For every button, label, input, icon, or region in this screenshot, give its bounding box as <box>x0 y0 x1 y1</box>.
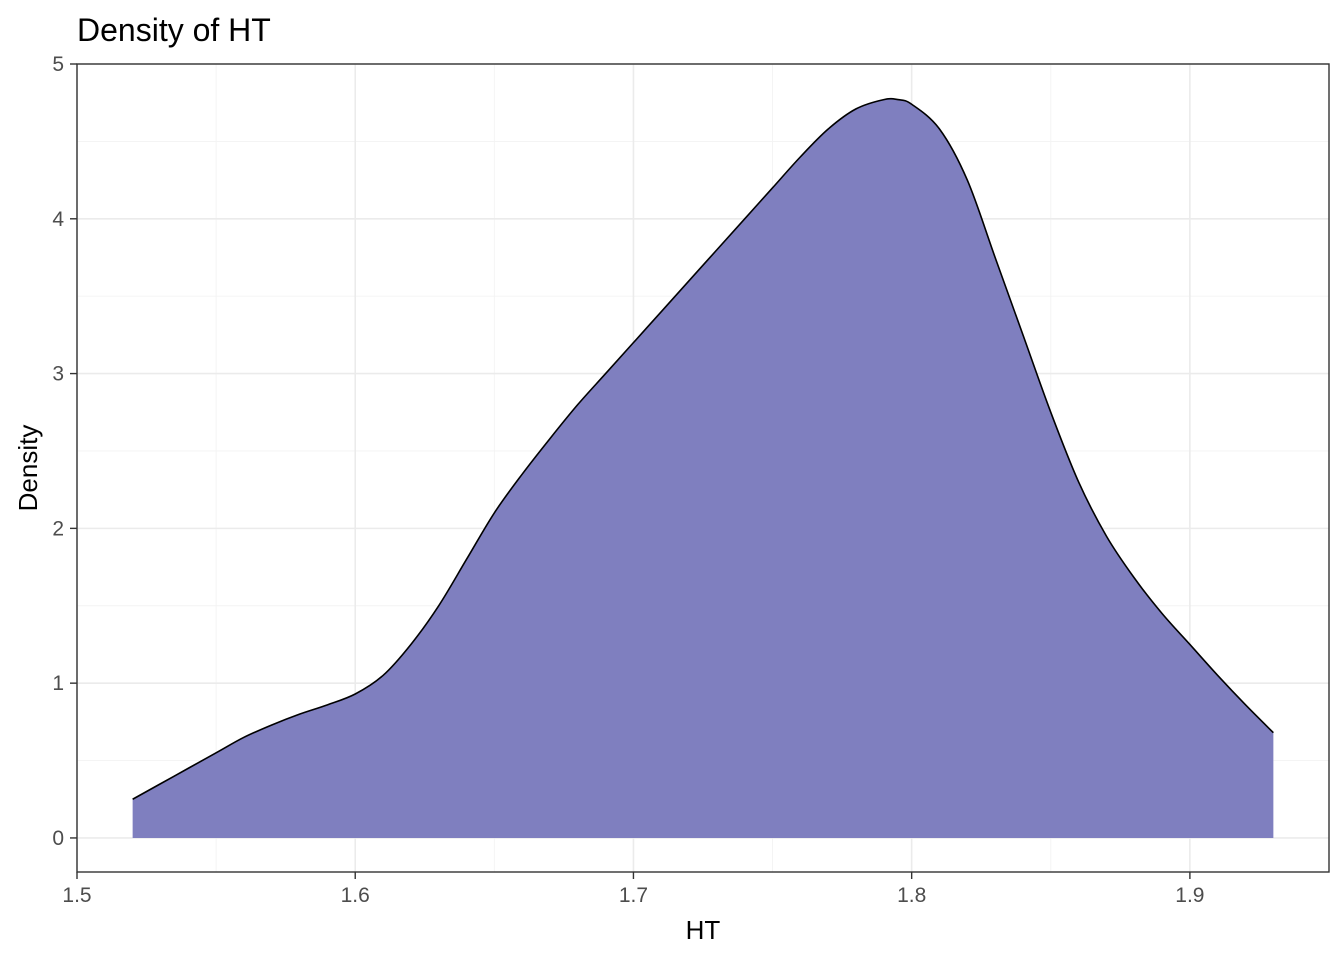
y-axis: 0 1 2 3 4 5 <box>52 53 77 850</box>
y-tick-label: 4 <box>52 208 64 231</box>
x-tick-label: 1.6 <box>341 884 370 907</box>
density-area <box>132 98 1274 838</box>
density-area-layer <box>132 97 1274 838</box>
x-axis: 1.5 1.6 1.7 1.8 1.9 <box>62 872 1204 907</box>
y-tick-label: 2 <box>52 517 64 540</box>
x-tick-label: 1.9 <box>1175 884 1204 907</box>
chart-title: Density of HT <box>77 12 271 48</box>
plot-panel-border <box>76 63 1330 873</box>
density-line <box>132 97 1274 800</box>
y-axis-title: Density <box>13 425 43 512</box>
y-tick-label: 0 <box>52 827 64 850</box>
x-tick-label: 1.7 <box>619 884 648 907</box>
x-tick-label: 1.5 <box>62 884 91 907</box>
y-tick-label: 5 <box>52 53 64 76</box>
x-axis-title: HT <box>686 915 721 945</box>
x-tick-label: 1.8 <box>897 884 926 907</box>
y-tick-label: 1 <box>52 672 64 695</box>
y-tick-label: 3 <box>52 363 64 386</box>
